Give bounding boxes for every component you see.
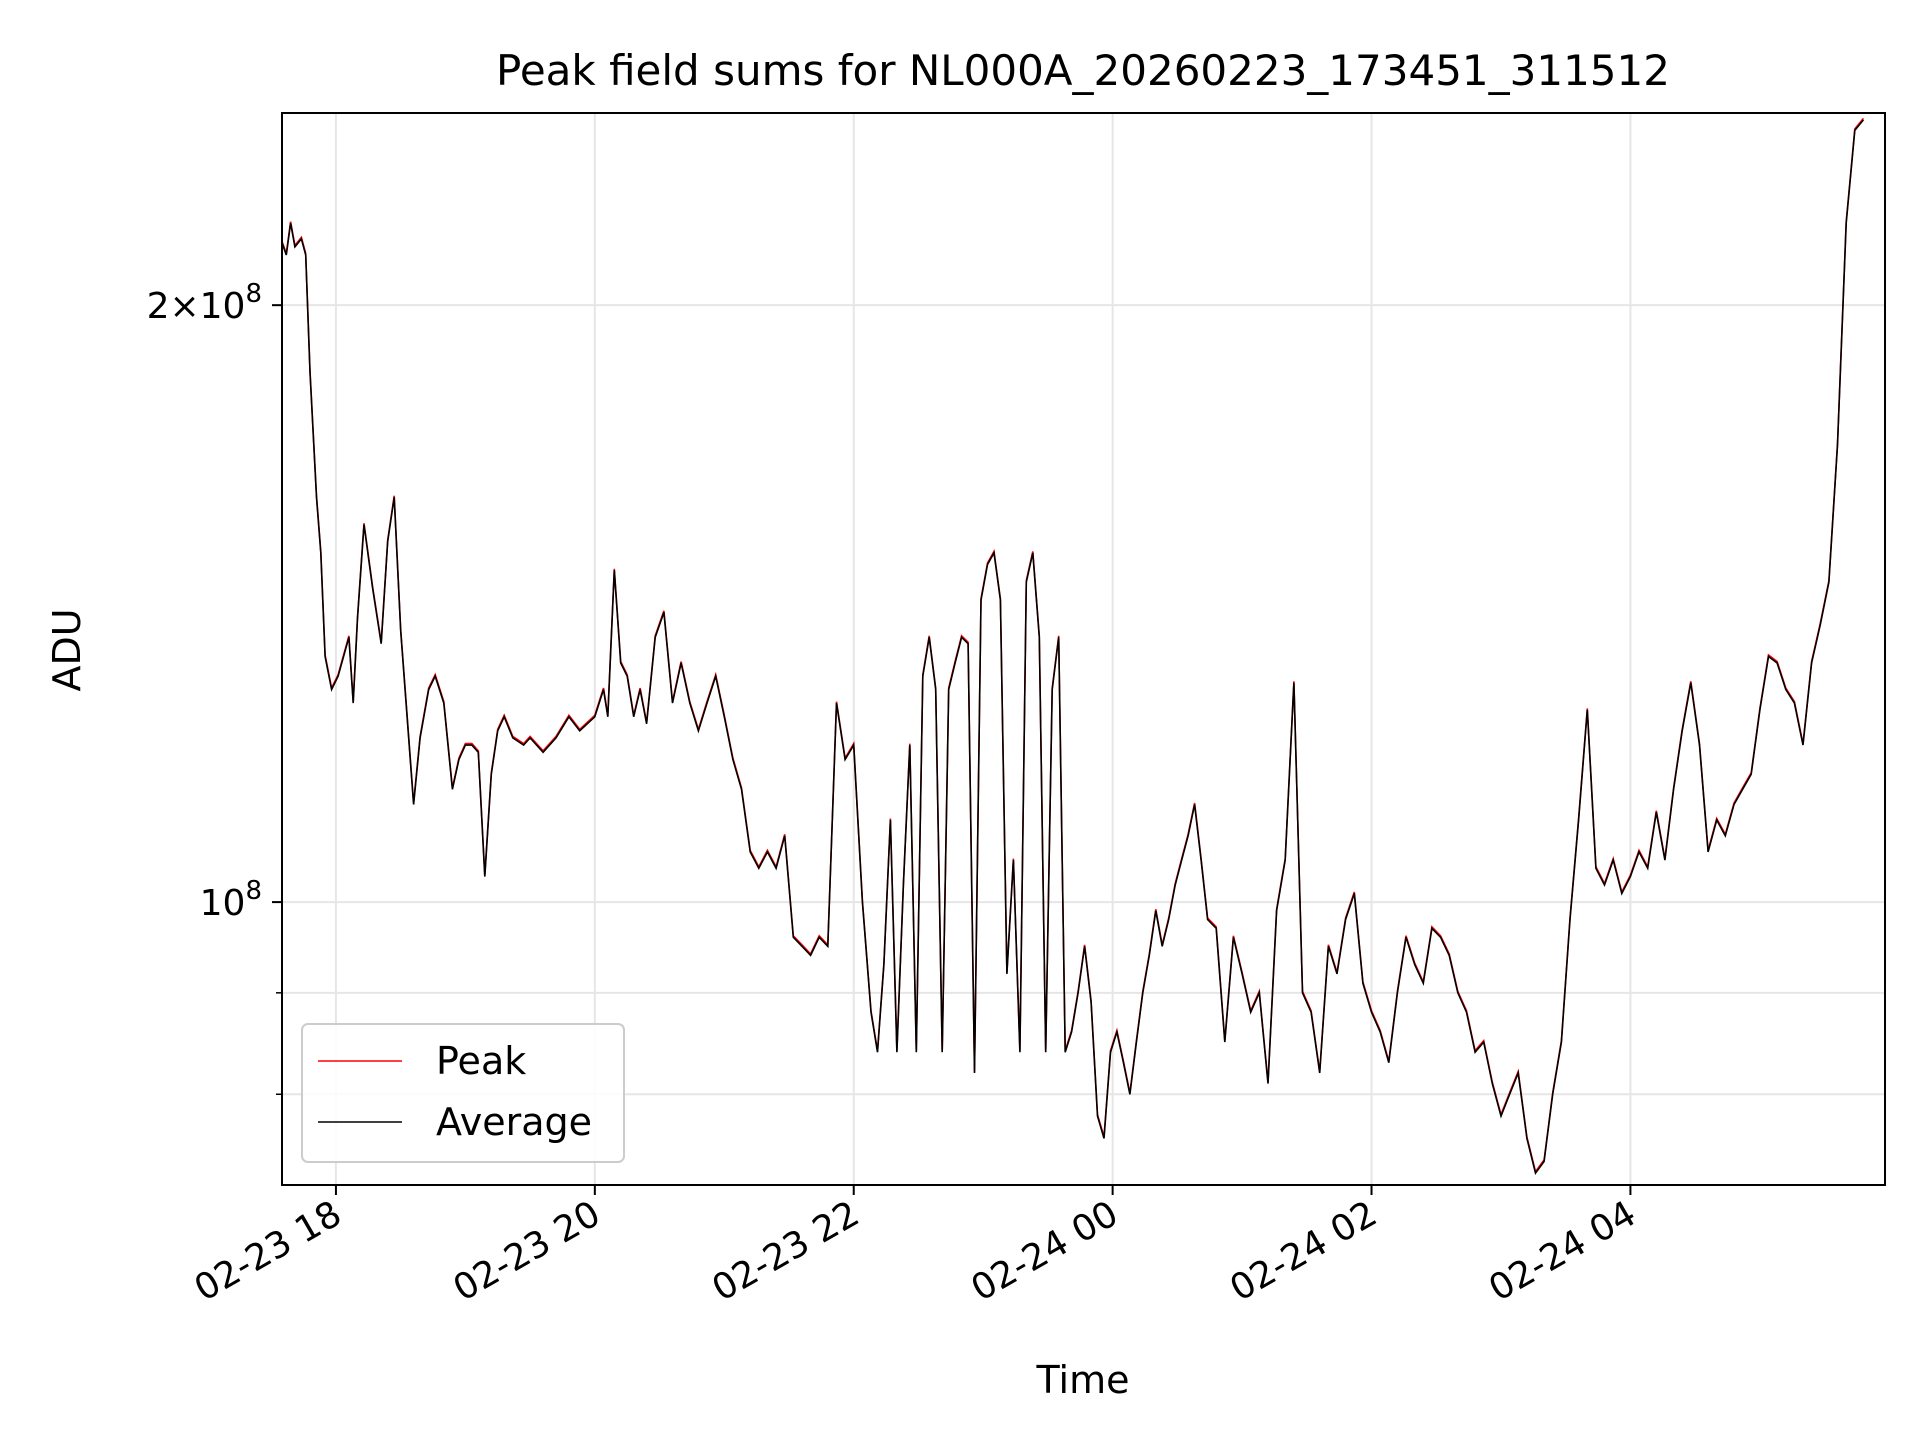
y-tick-label: 2×108 <box>147 279 262 327</box>
y-axis-label: ADU <box>45 608 89 691</box>
grid-lines <box>282 113 1885 1185</box>
legend-average-label: Average <box>436 1100 592 1144</box>
series-peak-line <box>282 117 1865 1174</box>
chart-title: Peak field sums for NL000A_20260223_1734… <box>496 46 1670 95</box>
legend: Peak Average <box>301 1023 625 1163</box>
axes-frame <box>281 112 1886 1186</box>
x-tick-label: 02-23 22 <box>706 1193 867 1309</box>
x-tick-label: 02-24 04 <box>1482 1193 1643 1309</box>
plot-area <box>282 117 1865 1175</box>
x-tick-label: 02-23 18 <box>188 1193 349 1309</box>
y-axis-ticks: 108 2×108 <box>147 279 282 1096</box>
x-axis-label: Time <box>1036 1358 1130 1402</box>
x-tick-label: 02-24 00 <box>964 1193 1125 1309</box>
legend-box <box>301 1023 625 1163</box>
x-tick-label: 02-24 02 <box>1223 1193 1384 1309</box>
x-tick-label: 02-23 20 <box>447 1193 608 1309</box>
legend-peak-label: Peak <box>436 1039 526 1083</box>
y-tick-label: 108 <box>200 876 262 924</box>
series-average-line <box>282 119 1865 1175</box>
x-axis-ticks: 02-23 18 02-23 20 02-23 22 02-24 00 02-24 02… <box>188 1185 1643 1310</box>
